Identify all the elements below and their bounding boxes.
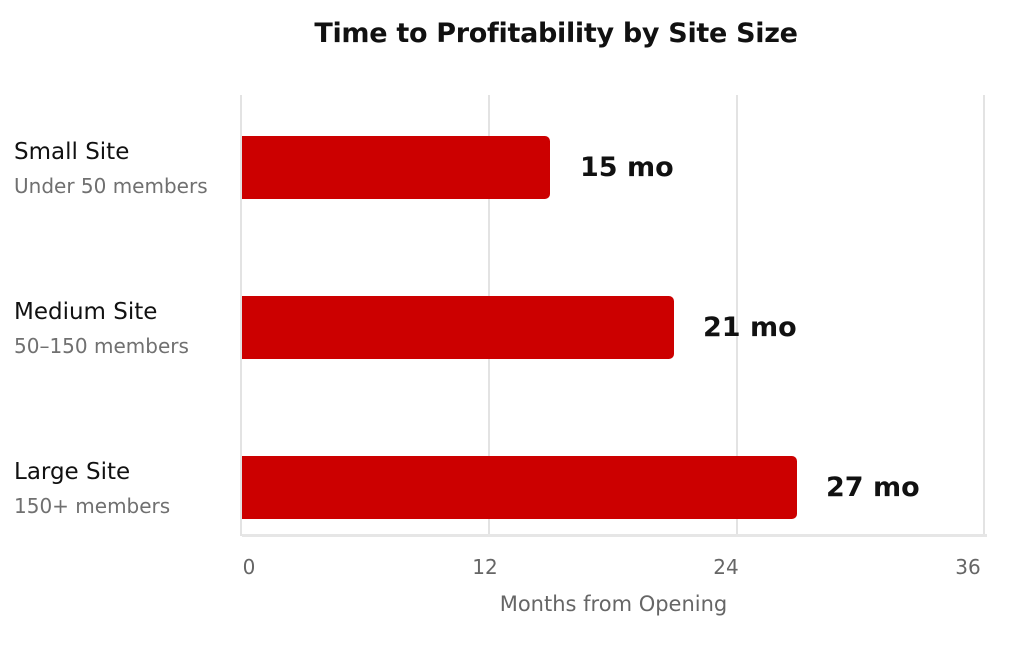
bar-large-site: [242, 456, 797, 519]
category-name: Small Site: [14, 139, 130, 165]
bar-value-label: 21 mo: [703, 312, 797, 343]
category-name: Large Site: [14, 459, 131, 485]
bar-value-label: 15 mo: [580, 152, 674, 183]
bar-small-site: [242, 136, 550, 199]
bar-medium-site: [242, 296, 674, 359]
category-subtitle: 150+ members: [14, 494, 171, 518]
category-label-large: Large Site 150+ members: [14, 457, 170, 521]
x-tick-12: 12: [472, 555, 498, 579]
y-axis-line: [240, 95, 242, 536]
gridline-24: [736, 95, 738, 535]
x-axis-line: [242, 534, 987, 537]
chart-title: Time to Profitability by Site Size: [314, 18, 798, 49]
category-subtitle: 50–150 members: [14, 334, 189, 358]
category-subtitle: Under 50 members: [14, 174, 208, 198]
category-label-medium: Medium Site 50–150 members: [14, 297, 189, 361]
category-name: Medium Site: [14, 299, 158, 325]
x-tick-0: 0: [242, 555, 256, 579]
bar-value-label: 27 mo: [826, 472, 920, 503]
x-axis-title: Months from Opening: [499, 592, 728, 616]
gridline-36: [983, 95, 985, 535]
x-tick-36: 36: [955, 555, 981, 579]
category-label-small: Small Site Under 50 members: [14, 137, 208, 201]
x-tick-24: 24: [713, 555, 739, 579]
